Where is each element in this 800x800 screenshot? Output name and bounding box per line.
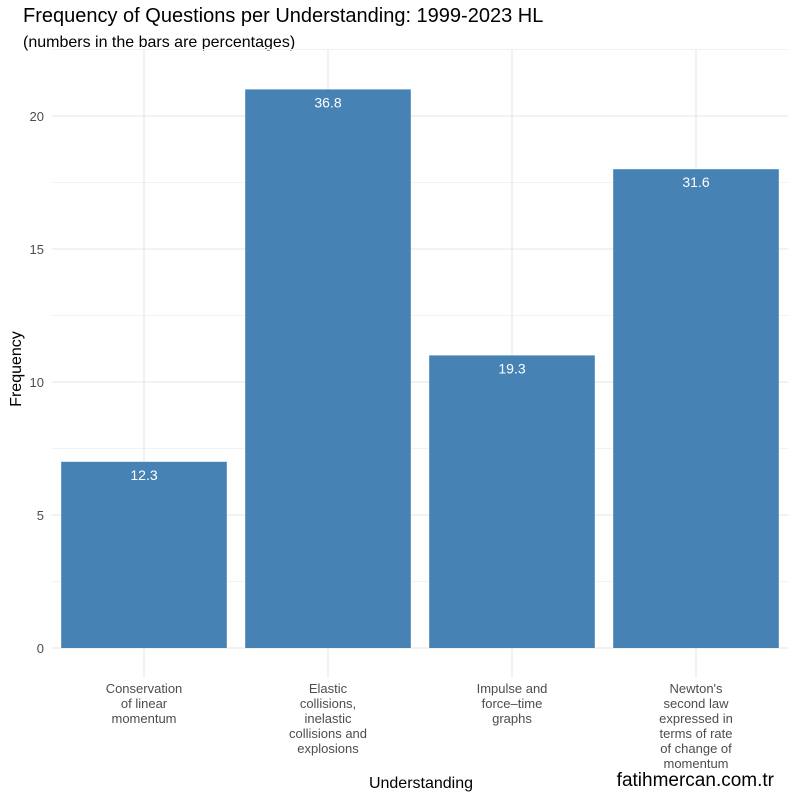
chart-subtitle: (numbers in the bars are percentages): [23, 34, 296, 51]
y-tick-label: 15: [30, 242, 44, 257]
x-tick-label: Elastic collisions, inelastic collisions an…: [289, 681, 367, 756]
bar: [245, 89, 411, 648]
bar-labels: 12.3 36.8 19.3 31.6: [130, 94, 709, 482]
y-axis-title: Frequency: [8, 331, 25, 407]
y-tick-label: 10: [30, 375, 44, 390]
bar-value-label: 12.3: [130, 467, 157, 483]
bar: [613, 169, 779, 648]
bar-value-label: 31.6: [682, 174, 709, 190]
x-tick-label: Impulse and force–time graphs: [477, 681, 548, 726]
chart-title: Frequency of Questions per Understanding…: [23, 5, 544, 27]
bars: [61, 89, 779, 648]
x-axis-ticks: Conservation of linear momentum Elastic coll…: [106, 681, 733, 771]
x-tick-label: Conservation of linear momentum: [106, 681, 183, 726]
y-tick-label: 5: [37, 508, 44, 523]
x-axis-title: Understanding: [369, 775, 473, 792]
y-tick-label: 0: [37, 641, 44, 656]
y-tick-label: 20: [30, 109, 44, 124]
bar: [61, 461, 227, 648]
bar-value-label: 36.8: [314, 94, 341, 110]
watermark: fatihmercan.com.tr: [616, 770, 774, 791]
x-tick-label: Newton's second law expressed in terms of r…: [659, 681, 733, 771]
bar: [429, 355, 595, 648]
y-axis-ticks: 0 5 10 15 20: [30, 109, 44, 656]
bar-value-label: 19.3: [498, 360, 525, 376]
